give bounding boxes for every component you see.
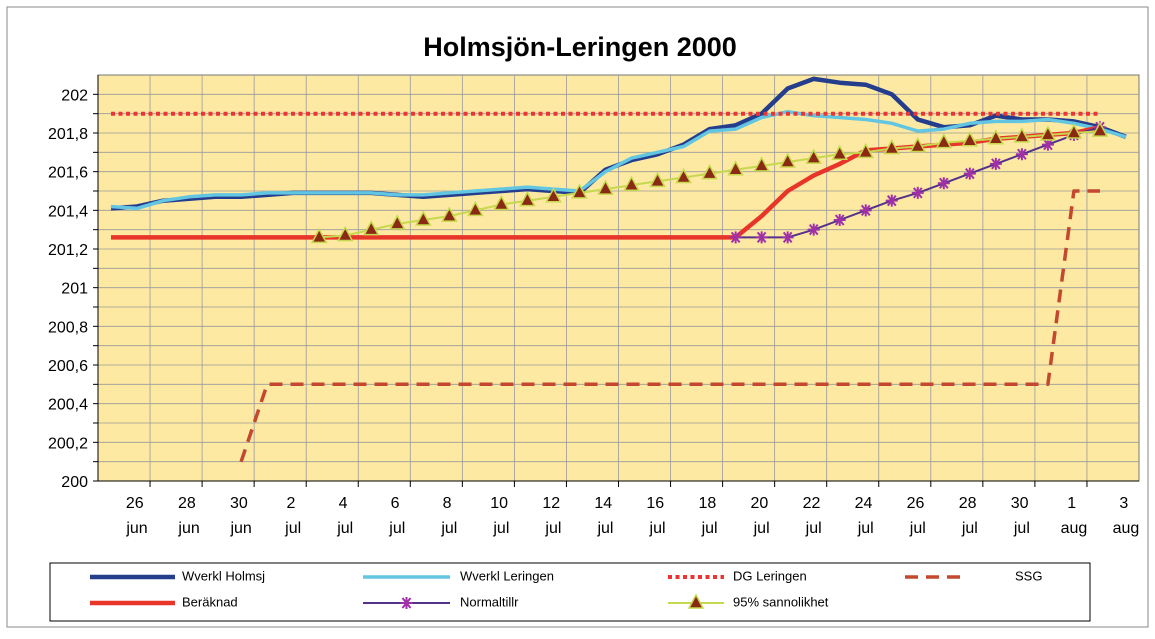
legend-label: Wverkl Holmsj [182,568,265,583]
y-tick-label: 201,2 [48,242,88,259]
marker [623,175,640,191]
marker [727,160,744,176]
x-tick-label: 24 jul [855,495,877,537]
marker [755,231,768,244]
marker [675,167,692,184]
marker [441,206,458,222]
y-tick-label: 200,2 [48,435,88,452]
marker [1039,125,1057,141]
y-tick-label: 201 [61,281,88,298]
y-tick-label: 200 [61,474,88,491]
x-tick-label: 12 jul [542,495,564,537]
marker [1065,123,1083,139]
marker [729,231,742,244]
marker [415,210,432,226]
marker [363,220,380,236]
marker [885,194,898,207]
x-tick-label: 6 jul [388,495,405,537]
series-line [111,125,1101,240]
marker [989,157,1002,170]
marker [493,194,510,211]
marker [987,129,1005,145]
marker [937,177,950,190]
x-tick-label: 26 jun [125,495,148,537]
marker [571,183,588,199]
series-line [239,189,1100,463]
y-tick-label: 201,8 [48,126,88,143]
marker [1041,138,1054,151]
marker [1013,127,1031,143]
legend-label: SSG [1015,568,1042,583]
y-tick-label: 201,4 [48,203,88,220]
marker [779,152,796,168]
legend-label: DG Leringen [733,568,807,583]
marker [687,593,705,609]
x-tick-label: 28 jul [959,495,981,537]
marker [1091,121,1109,137]
marker [649,171,666,188]
x-tick-label: 28 jun [177,495,200,537]
marker [753,156,770,172]
marker [833,214,846,226]
x-tick-label: 1 aug [1061,495,1088,537]
x-tick-label: 20 jul [751,495,773,537]
marker [909,136,927,153]
legend-label: Normaltillr [460,594,519,609]
marker [467,200,484,217]
legend-label: Beräknad [182,594,238,609]
marker [1015,148,1028,161]
legend-box [49,562,1091,622]
x-tick-label: 4 jul [336,495,353,537]
marker [961,131,979,147]
marker [807,223,820,236]
marker [781,231,794,244]
marker [883,138,901,155]
x-tick-label: 2 jul [284,495,301,537]
marker [336,225,354,242]
marker [963,167,976,180]
marker [597,179,614,195]
series-line [110,109,1127,211]
chart-title: Holmsjön-Leringen 2000 [423,32,737,62]
marker [935,133,953,149]
legend-label: Wverkl Leringen [460,568,554,583]
y-tick-label: 202 [61,87,88,104]
x-tick-label: 30 jun [229,495,252,537]
x-tick-label: 8 jul [440,495,457,537]
x-tick-label: 30 jul [1011,495,1033,537]
x-tick-label: 22 jul [803,495,825,537]
marker [857,142,874,159]
y-tick-label: 201,6 [48,165,88,182]
marker [911,186,924,199]
y-tick-label: 200,6 [48,358,88,375]
x-tick-label: 3 aug [1113,495,1140,537]
legend-label: 95% sannolikhet [733,594,829,609]
marker [701,164,718,180]
marker [310,227,328,244]
marker [545,187,562,203]
x-tick-label: 10 jul [490,495,512,537]
marker [519,191,536,207]
marker [859,204,872,217]
marker [400,597,413,609]
y-tick-label: 200,4 [48,397,88,414]
y-tick-label: 200,8 [48,319,88,336]
x-tick-label: 16 jul [646,495,668,537]
marker [805,148,822,164]
marker [831,144,848,161]
marker [389,214,406,230]
x-tick-label: 14 jul [594,495,616,537]
x-tick-label: 18 jul [698,495,720,537]
x-tick-label: 26 jul [907,495,929,537]
